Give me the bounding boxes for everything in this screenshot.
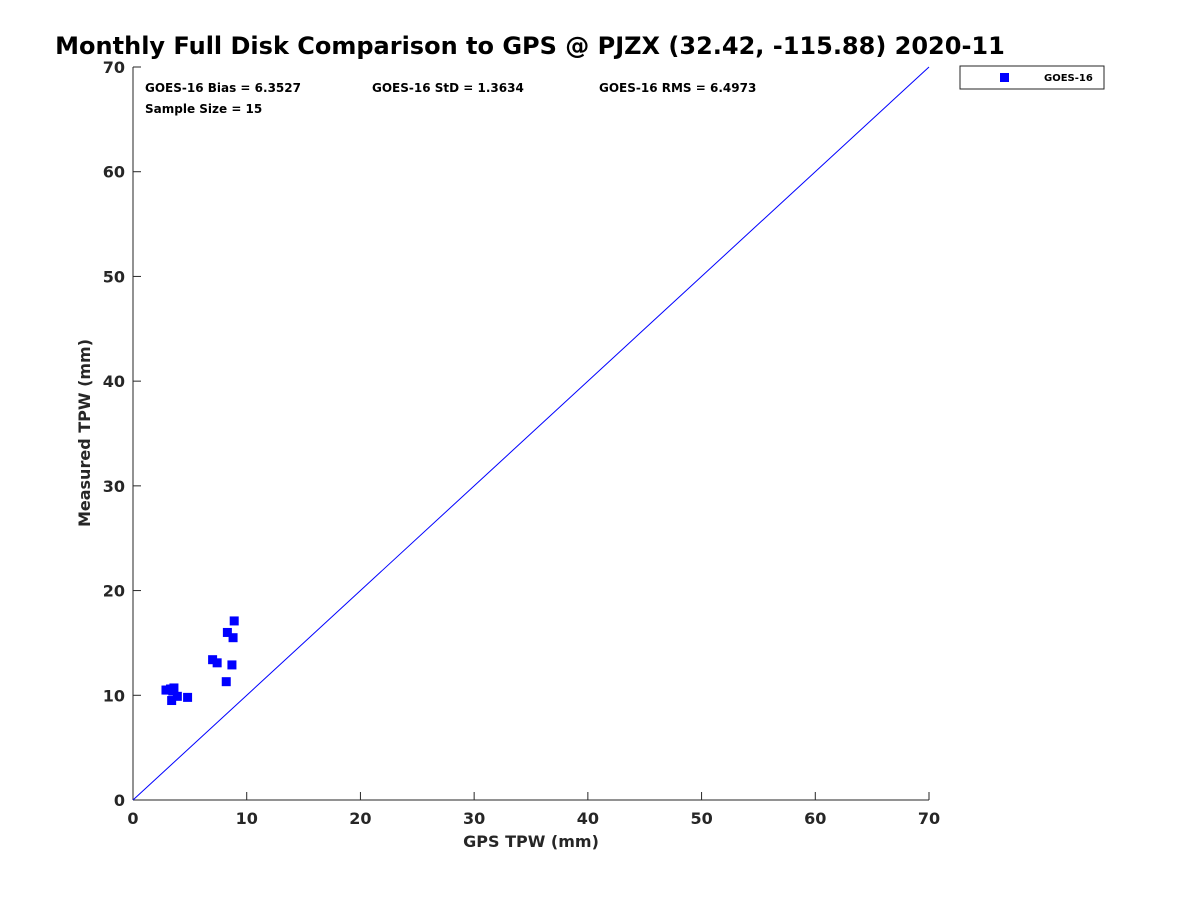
y-tick-label: 0	[114, 791, 125, 810]
x-tick-label: 30	[463, 809, 485, 828]
y-tick-label: 10	[103, 686, 125, 705]
y-tick-label: 40	[103, 372, 125, 391]
data-point	[167, 696, 177, 706]
y-axis-label: Measured TPW (mm)	[75, 339, 94, 527]
std-annotation: GOES-16 StD = 1.3634	[372, 81, 524, 95]
bias-annotation: GOES-16 Bias = 6.3527	[145, 81, 301, 95]
x-tick-label: 50	[690, 809, 712, 828]
y-tick-label: 70	[103, 58, 125, 77]
data-point	[229, 616, 239, 626]
x-tick-label: 70	[918, 809, 940, 828]
data-point	[212, 658, 222, 668]
y-tick-label: 60	[103, 163, 125, 182]
x-axis-label: GPS TPW (mm)	[463, 832, 599, 851]
one-to-one-reference-line	[132, 66, 930, 801]
legend-marker	[1000, 73, 1009, 82]
data-point	[222, 627, 232, 637]
data-point	[183, 692, 193, 702]
x-tick-label: 60	[804, 809, 826, 828]
x-tick-label: 20	[349, 809, 371, 828]
x-tick-label: 10	[236, 809, 258, 828]
rms-annotation: GOES-16 RMS = 6.4973	[599, 81, 756, 95]
plot-axes: 0 10 20 30 40 50 60 70 0 10 20 30 40 50 60 70	[103, 58, 940, 828]
x-tick-label: 0	[127, 809, 138, 828]
plot-marks	[132, 66, 930, 801]
y-tick-label: 20	[103, 582, 125, 601]
legend: GOES-16	[959, 65, 1105, 90]
data-point	[172, 691, 182, 701]
sample-size-annotation: Sample Size = 15	[145, 102, 262, 116]
data-point	[228, 633, 238, 643]
data-point	[162, 685, 172, 695]
chart-title: Monthly Full Disk Comparison to GPS @ PJ…	[55, 32, 1005, 60]
legend-label: GOES-16	[1044, 73, 1093, 84]
data-point	[168, 686, 178, 696]
legend-box	[959, 65, 1105, 90]
data-point	[221, 677, 231, 687]
y-tick-label: 50	[103, 267, 125, 286]
x-tick-label: 40	[577, 809, 599, 828]
data-point	[227, 660, 237, 670]
data-point	[208, 655, 218, 665]
y-tick-label: 30	[103, 477, 125, 496]
